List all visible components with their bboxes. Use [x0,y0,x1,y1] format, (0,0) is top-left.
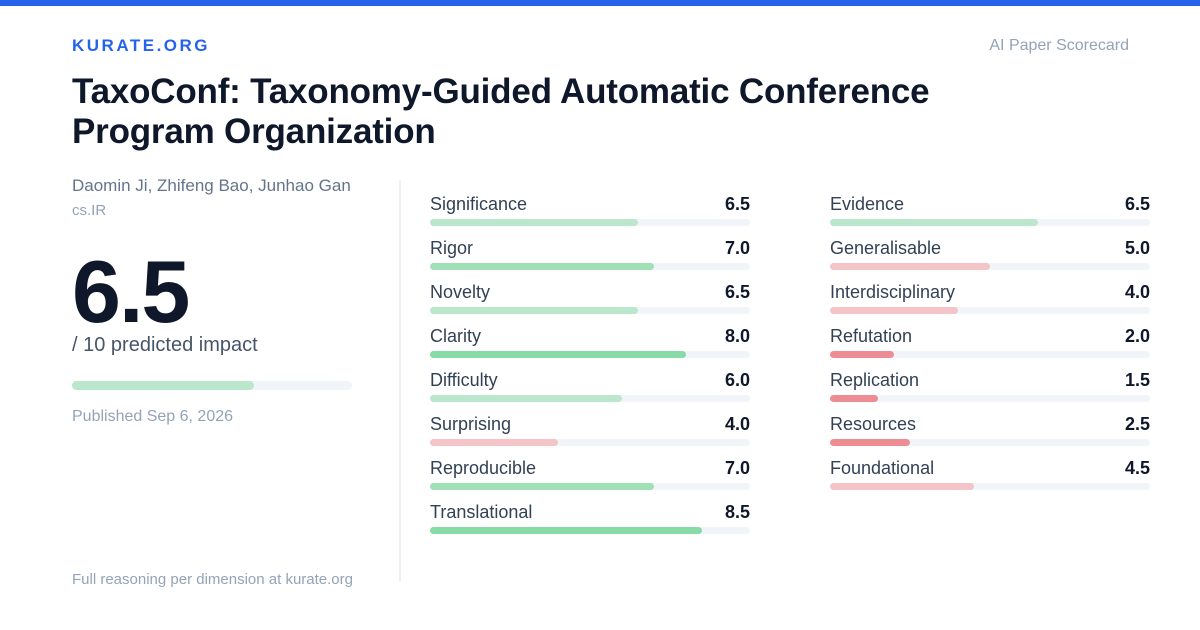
dimension-row: Refutation 2.0 [830,325,1150,365]
dimension-value: 8.0 [724,326,750,346]
dimension-bar [430,219,750,226]
dimension-value: 7.0 [724,458,750,478]
dimension-label: Novelty [430,282,491,302]
dimension-row: Replication 1.5 [830,369,1150,409]
dimension-value: 4.0 [1124,282,1150,302]
dimension-label: Significance [430,194,528,214]
column-divider [399,180,401,582]
paper-title: TaxoConf: Taxonomy-Guided Automatic Conf… [72,72,930,151]
dimension-bar-fill [430,395,622,402]
dimension-value: 8.5 [724,502,750,522]
dimension-value: 1.5 [1124,370,1150,390]
overall-score: 6.5 [72,242,190,341]
dimension-label: Generalisable [830,238,942,258]
dimension-bar-fill [830,219,1038,226]
dimension-row: Translational 8.5 [430,501,750,541]
dimension-row: Rigor 7.0 [430,237,750,277]
dimension-bar-fill [430,219,638,226]
dimension-row: Difficulty 6.0 [430,369,750,409]
dimension-row: Generalisable 5.0 [830,237,1150,277]
brand-logo-text[interactable]: KURATE.ORG [72,36,211,55]
dimension-value: 6.5 [724,194,750,214]
dimension-label: Reproducible [430,458,537,478]
dimension-bar [430,307,750,314]
dimension-bar [830,439,1150,446]
dimension-value: 5.0 [1124,238,1150,258]
dimension-label: Replication [830,370,920,390]
dimension-label: Clarity [430,326,482,346]
dimension-bar [830,307,1150,314]
dimension-label: Evidence [830,194,905,214]
dimension-row: Reproducible 7.0 [430,457,750,497]
dimension-row: Resources 2.5 [830,413,1150,453]
dimension-row: Surprising 4.0 [430,413,750,453]
dimension-bar [830,351,1150,358]
overall-score-bar [72,381,352,390]
dimension-row: Significance 6.5 [430,193,750,233]
dimension-row: Interdisciplinary 4.0 [830,281,1150,321]
overall-score-bar-fill [72,381,254,390]
dimension-label: Difficulty [430,370,498,390]
dimension-bar [830,219,1150,226]
dimension-value: 7.0 [724,238,750,258]
paper-category: cs.IR [72,202,107,219]
dimension-value: 6.0 [724,370,750,390]
dimension-bar-fill [830,263,990,270]
dimension-value: 2.5 [1124,414,1150,434]
dimension-bar [430,263,750,270]
dimension-bar-fill [830,351,894,358]
dimension-label: Translational [430,502,533,522]
dimension-bar-fill [430,439,558,446]
dimension-label: Rigor [430,238,474,258]
dimension-bar [430,351,750,358]
dimension-bar-fill [830,307,958,314]
dimension-row: Foundational 4.5 [830,457,1150,497]
dimension-value: 6.5 [1124,194,1150,214]
paper-meta: Daomin Ji, Zhifeng Bao, Junhao Gan cs.IR [72,172,392,219]
overall-score-caption: / 10 predicted impact [72,334,258,356]
dimension-row: Evidence 6.5 [830,193,1150,233]
dimension-bar [830,483,1150,490]
dimension-label: Refutation [830,326,913,346]
dimension-bar [430,483,750,490]
dimension-row: Clarity 8.0 [430,325,750,365]
dimension-label: Interdisciplinary [830,282,956,302]
paper-authors: Daomin Ji, Zhifeng Bao, Junhao Gan [72,176,351,195]
dimension-bar-fill [430,307,638,314]
dimension-label: Foundational [830,458,935,478]
dimension-bar-fill [430,483,654,490]
dimension-bar-fill [830,439,910,446]
dimension-label: Surprising [430,414,512,434]
dimension-bar [430,527,750,534]
dimension-value: 2.0 [1124,326,1150,346]
dimension-value: 6.5 [724,282,750,302]
dimension-row: Novelty 6.5 [430,281,750,321]
dimension-bar [430,395,750,402]
dimension-bar [830,395,1150,402]
dimension-bar-fill [430,527,702,534]
dimension-value: 4.5 [1124,458,1150,478]
dimension-bar-fill [430,351,686,358]
dimension-value: 4.0 [724,414,750,434]
dimension-bar-fill [830,483,974,490]
footer-note: Full reasoning per dimension at kurate.o… [72,571,353,588]
scorecard-label: AI Paper Scorecard [989,37,1129,54]
dimension-bar [830,263,1150,270]
dimension-bar-fill [830,395,878,402]
dimension-bar-fill [430,263,654,270]
published-date: Published Sep 6, 2026 [72,408,234,425]
dimension-bar [430,439,750,446]
top-accent-bar [0,0,1200,6]
dimension-label: Resources [830,414,917,434]
